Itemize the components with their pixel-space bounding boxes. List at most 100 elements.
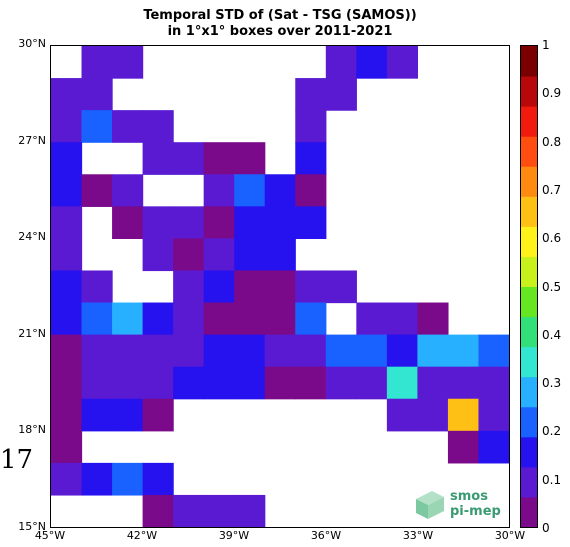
stray-label: 17: [0, 445, 34, 475]
heatmap-cell: [81, 398, 113, 432]
colorbar-segment: [521, 316, 537, 348]
colorbar-segment: [521, 466, 537, 498]
colorbar-tick-label: 0.7: [542, 182, 562, 197]
colorbar-tick-label: 0.6: [542, 231, 562, 246]
heatmap-cell: [295, 110, 327, 143]
colorbar-segment: [521, 46, 537, 77]
heatmap-cell: [234, 174, 266, 207]
heatmap-cell: [81, 46, 113, 79]
heatmap-cell: [295, 206, 327, 239]
heatmap-cell: [142, 494, 174, 527]
heatmap-cell: [203, 334, 235, 368]
colorbar-tick-label: 0.2: [542, 424, 562, 439]
heatmap-cell: [112, 174, 144, 207]
heatmap-cell: [417, 302, 449, 336]
heatmap-cell: [417, 366, 449, 400]
heatmap-cell: [386, 302, 418, 336]
heatmap-cell: [234, 270, 266, 304]
heatmap-cell: [447, 366, 480, 400]
title-line-2: in 1°x1° boxes over 2011-2021: [167, 24, 393, 39]
heatmap-cell: [386, 366, 418, 400]
heatmap-cell: [356, 366, 388, 400]
heatmap-cell: [295, 78, 327, 111]
heatmap-cell: [112, 462, 144, 496]
heatmap-cell: [203, 174, 235, 207]
colorbar-segment: [521, 406, 537, 438]
heatmap-cell: [264, 270, 296, 304]
heatmap-cell: [173, 366, 205, 400]
heatmap-cell: [51, 398, 83, 432]
heatmap-grid: [51, 46, 509, 527]
heatmap-cell: [112, 46, 144, 79]
colorbar-tick-label: 0.8: [542, 134, 562, 149]
heatmap-cell: [234, 142, 266, 175]
heatmap-cell: [51, 430, 83, 464]
colorbar-tick-label: 0.3: [542, 376, 562, 391]
heatmap-cell: [478, 334, 509, 368]
heatmap-cell: [81, 366, 113, 400]
smos-pi-mep-logo: smos pi-mep: [412, 487, 508, 523]
lat-tick-label: 15°N: [18, 520, 46, 533]
heatmap-cell: [112, 110, 144, 143]
heatmap-cell: [203, 366, 235, 400]
colorbar-tick-label: 0: [542, 521, 550, 535]
heatmap-cell: [203, 206, 235, 239]
colorbar-segment: [521, 346, 537, 378]
heatmap-cell: [295, 302, 327, 336]
heatmap-cell: [142, 398, 174, 432]
colorbar-segment: [521, 496, 537, 528]
heatmap-cell: [173, 142, 205, 175]
heatmap-cell: [112, 206, 144, 239]
heatmap-cell: [478, 366, 509, 400]
heatmap-cell: [112, 366, 144, 400]
lat-tick-label: 21°N: [18, 326, 46, 340]
heatmap-cell: [142, 302, 174, 336]
heatmap-cell: [173, 206, 205, 239]
heatmap-cell: [142, 238, 174, 272]
heatmap-cell: [203, 238, 235, 272]
colorbar-tick-label: 0.4: [542, 327, 562, 342]
heatmap-cell: [112, 302, 144, 336]
lat-tick-label: 30°N: [18, 37, 46, 50]
heatmap-plot-area: [50, 45, 510, 528]
colorbar-tick-label: 0.1: [542, 472, 562, 487]
heatmap-cell: [478, 398, 509, 432]
heatmap-cell: [325, 78, 357, 111]
heatmap-cell: [447, 430, 480, 464]
lon-tick-label: 42°W: [126, 529, 158, 542]
heatmap-cell: [478, 430, 509, 464]
heatmap-cell: [386, 398, 418, 432]
heatmap-cell: [264, 302, 296, 336]
colorbar-segment: [521, 76, 537, 107]
heatmap-cell: [234, 206, 266, 239]
heatmap-cell: [447, 334, 480, 368]
heatmap-cell: [264, 366, 296, 400]
lon-tick-label: 45°W: [34, 529, 66, 542]
heatmap-cell: [203, 270, 235, 304]
heatmap-cell: [234, 302, 266, 336]
lat-tick-label: 27°N: [18, 133, 46, 147]
heatmap-cell: [81, 110, 113, 143]
heatmap-cell: [325, 270, 357, 304]
heatmap-cell: [81, 78, 113, 111]
heatmap-cell: [112, 334, 144, 368]
colorbar-tick-label: 0.5: [542, 279, 562, 294]
heatmap-cell: [173, 334, 205, 368]
colorbar-segment: [521, 106, 537, 137]
heatmap-cell: [447, 398, 480, 432]
heatmap-cell: [264, 334, 296, 368]
colorbar-segment: [521, 436, 537, 468]
heatmap-cell: [81, 302, 113, 336]
lat-tick-label: 18°N: [18, 423, 46, 437]
heatmap-cell: [142, 142, 174, 175]
logo-icon: [416, 491, 444, 519]
heatmap-cell: [295, 142, 327, 175]
heatmap-cell: [51, 110, 83, 143]
heatmap-cell: [173, 494, 205, 527]
heatmap-cell: [51, 78, 83, 111]
colorbar-segment: [521, 196, 537, 227]
heatmap-cell: [295, 270, 327, 304]
heatmap-cell: [234, 366, 266, 400]
heatmap-cell: [51, 302, 83, 336]
heatmap-cell: [295, 334, 327, 368]
